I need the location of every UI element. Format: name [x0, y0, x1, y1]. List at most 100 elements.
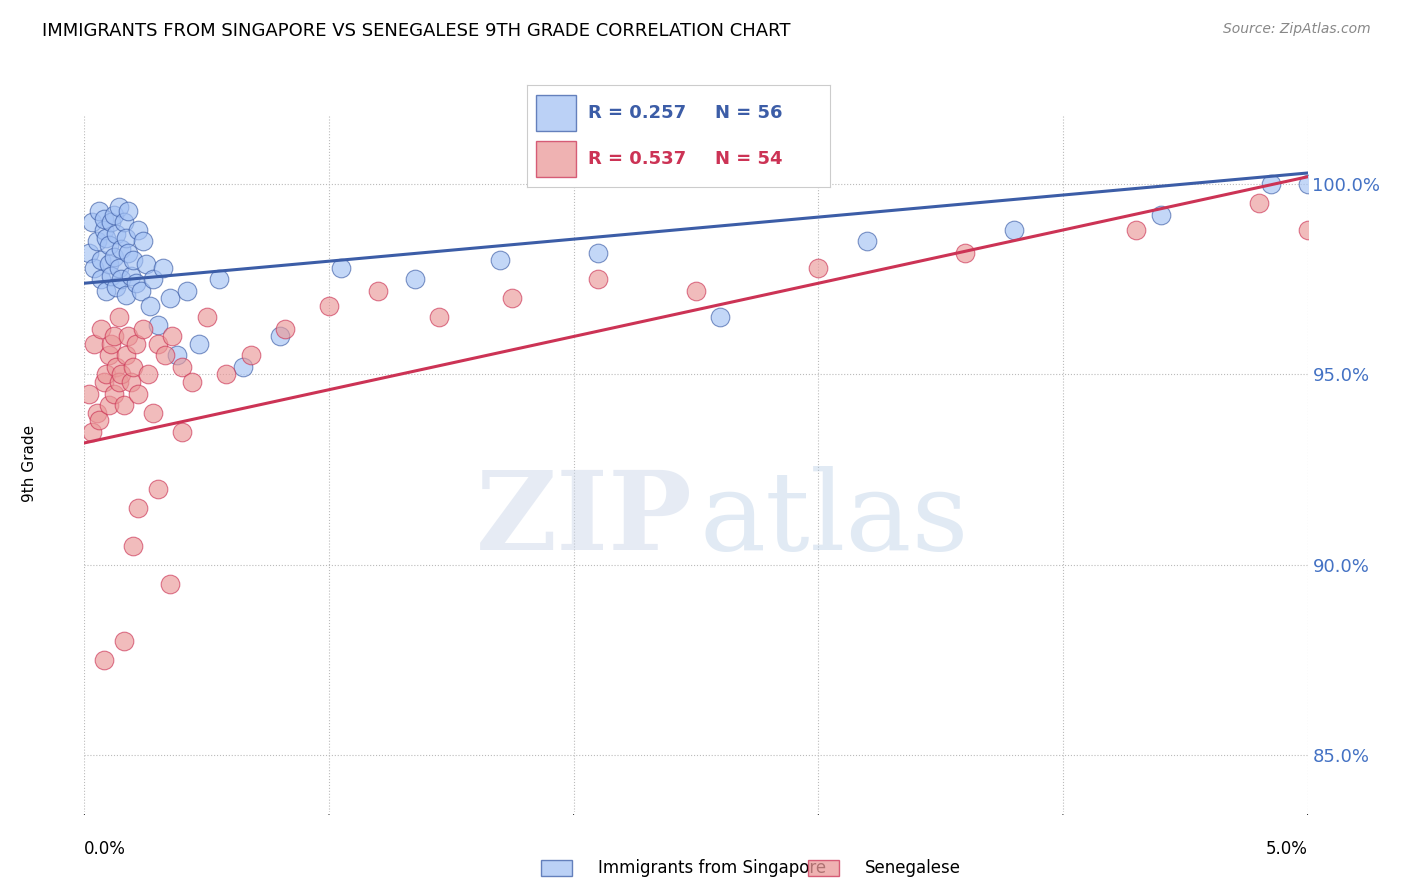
Point [856, 235, 879, 249]
Text: Senegalese: Senegalese [865, 859, 960, 877]
Point [90, 272, 112, 286]
Point [232, 359, 254, 374]
Point [685, 284, 707, 298]
Point [103, 250, 125, 264]
Point [1296, 178, 1319, 192]
Point [274, 322, 297, 336]
Point [96, 284, 118, 298]
Point [146, 318, 169, 332]
Point [181, 375, 204, 389]
Point [146, 337, 169, 351]
Point [112, 398, 135, 412]
Point [330, 260, 353, 275]
Point [953, 245, 976, 260]
Point [103, 386, 125, 401]
Point [135, 257, 157, 271]
Point [115, 349, 138, 363]
Point [100, 268, 122, 283]
Point [100, 337, 122, 351]
Point [1247, 196, 1270, 211]
Point [112, 633, 135, 648]
Point [132, 235, 155, 249]
Point [127, 386, 149, 401]
Text: 9th Grade: 9th Grade [22, 425, 37, 502]
Point [142, 272, 165, 286]
Text: R = 0.257: R = 0.257 [588, 104, 686, 122]
Point [103, 208, 125, 222]
Point [367, 284, 389, 298]
Point [83, 337, 105, 351]
Point [122, 253, 145, 268]
Point [87, 204, 110, 219]
Point [1002, 223, 1025, 237]
Point [122, 539, 145, 553]
Point [122, 359, 145, 374]
Point [127, 223, 149, 237]
Point [162, 329, 184, 343]
Point [97, 257, 120, 271]
Point [107, 260, 129, 275]
Point [107, 310, 129, 325]
FancyBboxPatch shape [536, 95, 575, 131]
Point [100, 215, 122, 229]
Point [172, 425, 194, 439]
Point [489, 253, 512, 268]
Point [166, 349, 188, 363]
Text: 0.0%: 0.0% [84, 839, 127, 857]
Point [110, 242, 132, 256]
Point [586, 272, 609, 286]
Point [129, 284, 152, 298]
Point [83, 260, 105, 275]
Point [172, 359, 194, 374]
Point [125, 337, 148, 351]
Point [502, 292, 524, 306]
Point [80, 215, 103, 229]
Point [96, 230, 118, 244]
FancyBboxPatch shape [536, 141, 575, 177]
Text: ZIP: ZIP [475, 466, 692, 573]
Point [96, 368, 118, 382]
Point [132, 322, 155, 336]
Point [586, 245, 609, 260]
Point [77, 386, 100, 401]
Point [105, 227, 128, 241]
Text: R = 0.537: R = 0.537 [588, 150, 686, 168]
Point [117, 204, 139, 219]
Point [195, 310, 218, 325]
Point [93, 653, 115, 667]
Point [105, 280, 128, 294]
Point [709, 310, 731, 325]
Point [1125, 223, 1147, 237]
Point [159, 292, 181, 306]
Point [1296, 223, 1319, 237]
Point [807, 260, 830, 275]
Point [86, 235, 108, 249]
Text: atlas: atlas [700, 466, 969, 573]
Point [176, 284, 198, 298]
Point [427, 310, 450, 325]
Point [1150, 208, 1173, 222]
Point [105, 359, 128, 374]
Point [153, 349, 176, 363]
Text: N = 56: N = 56 [714, 104, 782, 122]
Point [112, 215, 135, 229]
Point [80, 425, 103, 439]
Point [239, 349, 262, 363]
Text: N = 54: N = 54 [714, 150, 782, 168]
Point [188, 337, 211, 351]
Point [215, 368, 238, 382]
Point [107, 200, 129, 214]
Point [97, 238, 120, 252]
Point [77, 245, 100, 260]
Point [208, 272, 231, 286]
Point [1260, 178, 1282, 192]
Point [115, 230, 138, 244]
Point [159, 576, 181, 591]
Point [117, 245, 139, 260]
Text: Immigrants from Singapore: Immigrants from Singapore [598, 859, 825, 877]
Point [97, 349, 120, 363]
Point [86, 405, 108, 419]
Point [90, 322, 112, 336]
Point [110, 272, 132, 286]
Point [97, 398, 120, 412]
